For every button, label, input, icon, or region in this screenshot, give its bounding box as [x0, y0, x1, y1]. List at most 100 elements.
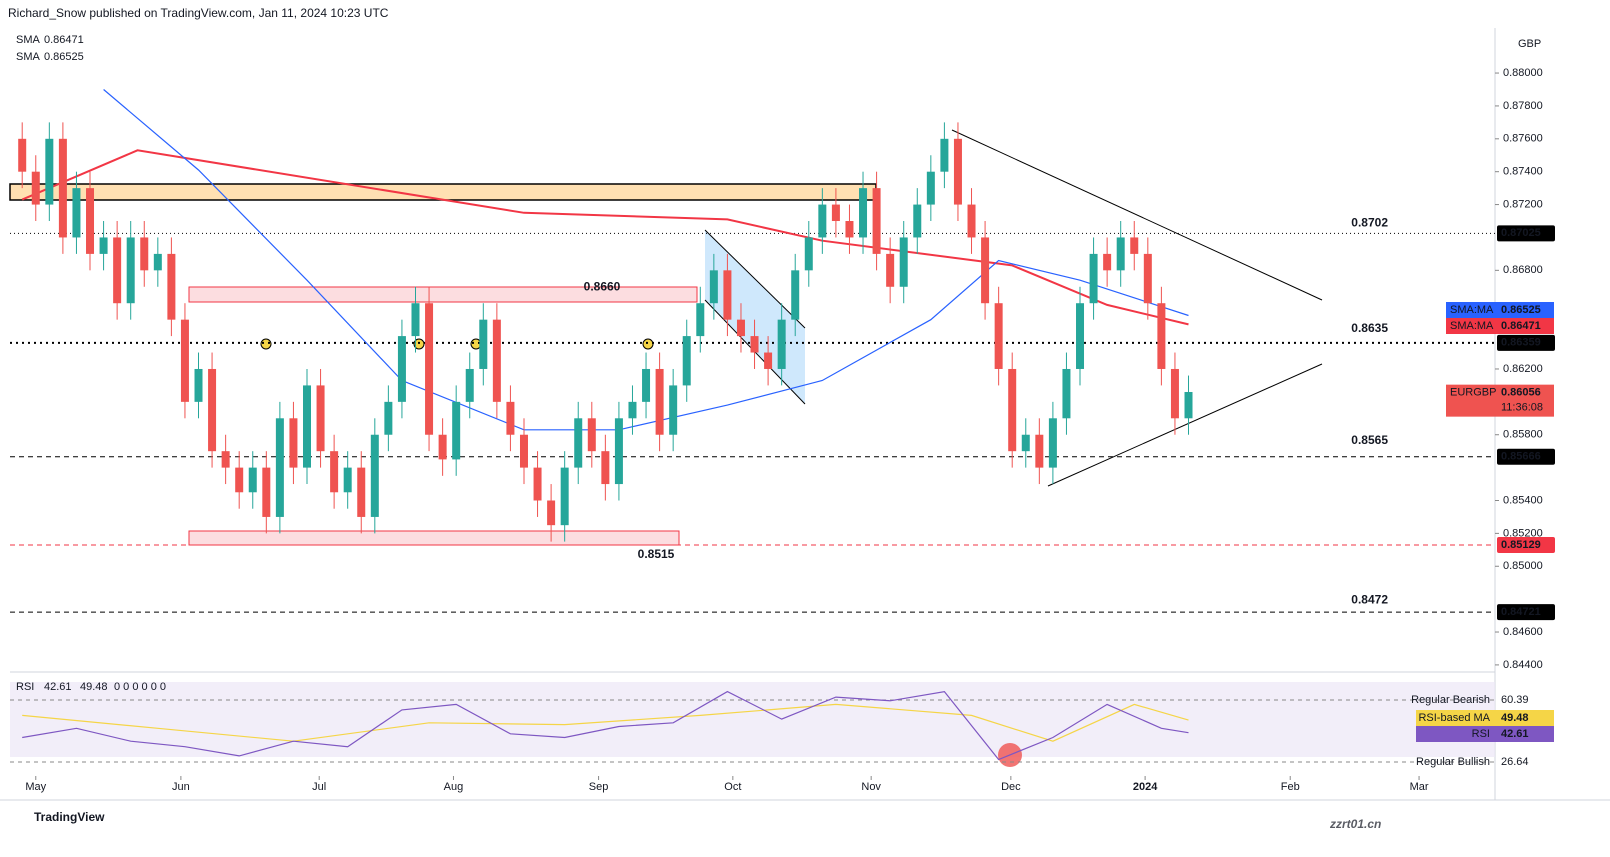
candle-body — [764, 352, 773, 369]
candle-body — [818, 204, 827, 238]
price-tag-label: 0.84721 — [1501, 606, 1541, 618]
candle-body — [452, 401, 461, 460]
rsi-tag-value: 42.61 — [1501, 728, 1529, 740]
trendline — [1047, 363, 1323, 487]
candle-body — [411, 303, 420, 337]
candle-body — [1184, 391, 1193, 419]
x-tick-label: Aug — [444, 781, 464, 793]
candle-body — [370, 434, 379, 517]
rsi-ma-line — [22, 703, 1189, 742]
candle-body — [235, 467, 244, 493]
candle-body — [18, 138, 27, 172]
candle-body — [1130, 237, 1139, 254]
legend-name: SMA — [16, 34, 41, 46]
price-tag — [1497, 334, 1555, 351]
candle-body — [153, 253, 162, 271]
rsi-legend-ma: 49.48 — [80, 681, 108, 693]
y-tick-label: 0.86800 — [1503, 264, 1543, 276]
y-tick-label: 0.87200 — [1503, 198, 1543, 210]
candle-body — [994, 303, 1003, 369]
trendline — [704, 229, 806, 329]
candle-body — [628, 401, 637, 419]
candle-body — [574, 418, 583, 468]
candle-body — [58, 138, 67, 238]
x-tick-label: May — [25, 781, 46, 793]
rsi-legend-value: 42.61 — [44, 681, 72, 693]
currency: GBP — [1518, 38, 1541, 50]
candle-body — [614, 418, 623, 485]
candle-body — [506, 401, 515, 435]
rsi-tag-value: 49.48 — [1501, 712, 1529, 724]
x-tick-label: Jul — [312, 781, 326, 793]
candle-body — [45, 138, 54, 205]
candle-body — [533, 467, 542, 501]
candle-body — [1076, 303, 1085, 369]
level-label: 0.8472 — [1351, 592, 1388, 606]
touch-markers — [260, 338, 654, 350]
rsi-level-value: 60.39 — [1501, 694, 1529, 706]
candle-body — [438, 434, 447, 460]
candle-body — [601, 451, 610, 485]
countdown: 11:36:08 — [1501, 402, 1543, 414]
rsi-tag — [1416, 710, 1554, 726]
candle-body — [303, 385, 311, 468]
annotation: 0.8660 — [584, 279, 621, 293]
y-tick-label: 0.84600 — [1503, 626, 1543, 638]
x-tick-label: Oct — [724, 781, 741, 793]
candle-body — [194, 368, 203, 402]
price-tag-label: 0.85129 — [1501, 539, 1541, 551]
price-tag — [1497, 537, 1555, 554]
candle-body — [180, 319, 189, 402]
candle-body — [384, 401, 393, 435]
candle-body — [750, 336, 759, 353]
rsi-line — [22, 690, 1189, 761]
y-tick-label: 0.84400 — [1503, 659, 1543, 671]
sma-tag — [1446, 302, 1554, 318]
candle-body — [1116, 237, 1125, 271]
candle-body — [221, 451, 230, 468]
y-tick-label: 0.87400 — [1503, 166, 1543, 178]
candle-body — [981, 237, 990, 304]
rsi-level-name: Regular Bullish — [1416, 756, 1490, 768]
y-tick-label: 0.87600 — [1503, 133, 1543, 145]
brand: TradingView — [34, 810, 105, 824]
x-tick-label: Feb — [1281, 781, 1300, 793]
rsi-level-name: Regular Bearish — [1411, 694, 1490, 706]
y-tick-label: 0.85200 — [1503, 527, 1543, 539]
legend-name: SMA — [16, 51, 41, 63]
candle-body — [587, 418, 596, 452]
symbol-tag-name: EURGBP — [1450, 387, 1496, 399]
candle-body — [492, 319, 501, 402]
x-tick-label: Nov — [861, 781, 881, 793]
y-tick-label: 0.85400 — [1503, 494, 1543, 506]
candle-body — [397, 336, 406, 402]
candle-body — [723, 270, 732, 320]
candle-body — [1008, 368, 1017, 452]
candle-body — [669, 385, 678, 435]
candle-body — [777, 319, 786, 369]
x-tick-label: Mar — [1410, 781, 1429, 793]
price-tag-label: 0.86359 — [1501, 337, 1541, 349]
x-tick-label: 2024 — [1133, 781, 1158, 793]
candle-body — [31, 171, 40, 205]
candle-body — [289, 418, 298, 468]
zone — [188, 286, 698, 303]
candle-body — [831, 204, 840, 222]
candle-body — [275, 418, 284, 517]
candle-body — [316, 385, 325, 452]
sma-tag-value: 0.86525 — [1501, 304, 1541, 316]
legend-value: 0.86525 — [44, 51, 84, 63]
level-label: 0.8565 — [1351, 433, 1388, 447]
sma-tag-name: SMA:MA — [1450, 320, 1494, 332]
candle-body — [682, 336, 691, 386]
candle-body — [140, 237, 149, 271]
candle-body — [967, 204, 976, 238]
symbol-tag-price: 0.86056 — [1501, 387, 1541, 399]
sma-tag-value: 0.86471 — [1501, 320, 1541, 332]
candle-body — [126, 237, 135, 304]
marker — [642, 338, 654, 350]
candle-body — [560, 467, 569, 526]
y-tick-label: 0.85000 — [1503, 560, 1543, 572]
level-label: 0.8702 — [1351, 216, 1388, 230]
